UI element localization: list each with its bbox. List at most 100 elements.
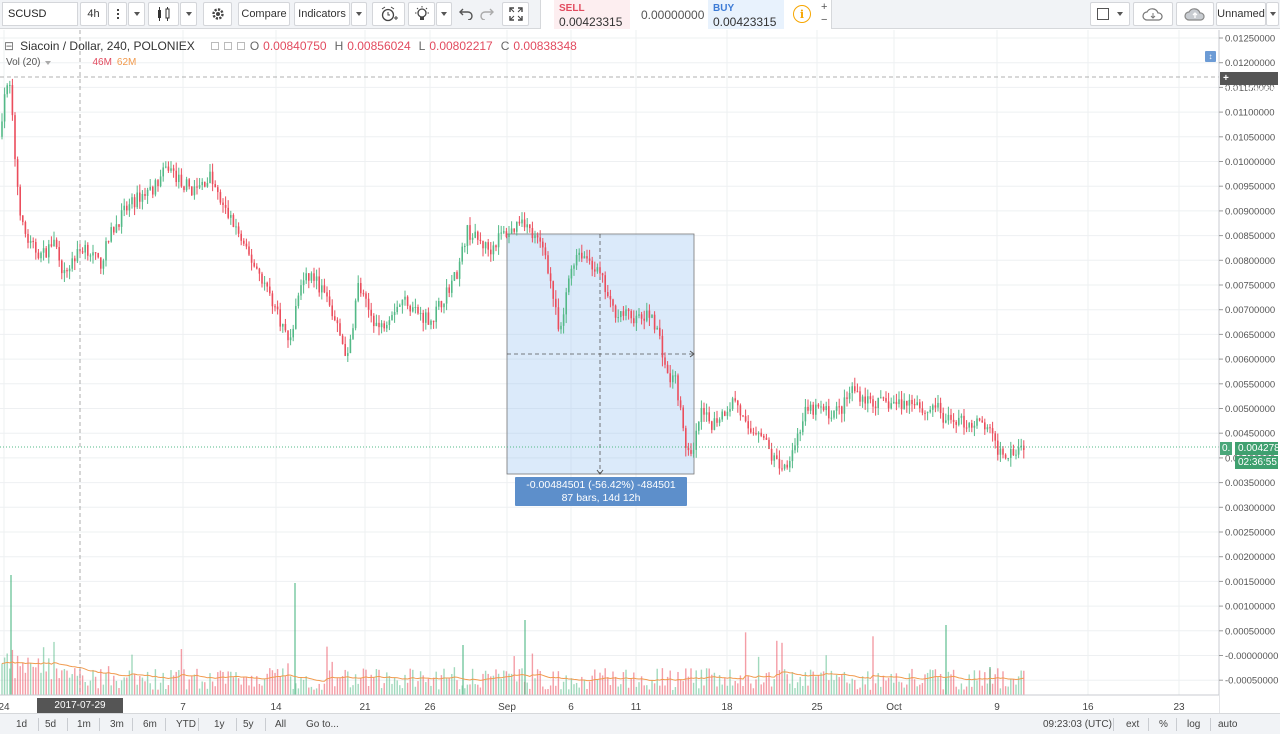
chevron-down-icon[interactable]	[45, 60, 52, 65]
volume-bar	[84, 682, 86, 695]
range-button-5d[interactable]: 5d	[45, 719, 57, 730]
replay-dropdown[interactable]	[436, 2, 452, 26]
volume-bar	[1012, 679, 1015, 695]
volume-bar	[794, 688, 796, 695]
interval-dropdown-button[interactable]	[128, 2, 145, 26]
range-button-all[interactable]: All	[275, 719, 287, 730]
alert-button[interactable]	[372, 2, 405, 26]
layout-name-button[interactable]: Unnamed	[1216, 2, 1266, 26]
plus-icon[interactable]: +	[1223, 73, 1229, 84]
goto-date-button[interactable]: Go to...	[306, 719, 339, 730]
square-icon	[1097, 8, 1109, 20]
candle-body	[542, 241, 544, 248]
indicators-button[interactable]: Indicators	[294, 2, 350, 26]
volume-bar	[349, 687, 352, 695]
candles-icon	[157, 7, 169, 21]
log-scale-toggle[interactable]: log	[1187, 719, 1201, 730]
candle-body	[934, 405, 937, 408]
candle-body	[994, 433, 996, 441]
candle-body	[591, 260, 593, 270]
interval-button[interactable]: 4h	[80, 2, 107, 26]
candle-body	[607, 292, 609, 296]
candle-body	[659, 327, 661, 336]
volume-bar	[516, 681, 518, 695]
candle-body	[9, 85, 11, 87]
volume-bar	[92, 669, 94, 695]
volume-bar	[1, 663, 3, 695]
candle-body	[349, 338, 352, 354]
candle-body	[115, 224, 118, 233]
fullscreen-button[interactable]	[502, 2, 529, 26]
volume-settings-icon[interactable]	[68, 59, 75, 66]
volume-bar	[609, 685, 612, 695]
candle-body	[302, 280, 305, 286]
symbol-search-input[interactable]	[2, 2, 78, 26]
drawing-template-button[interactable]	[1090, 2, 1130, 26]
candle-body	[97, 253, 99, 258]
candle-body	[812, 404, 814, 415]
candle-body	[612, 299, 614, 306]
volume-bar	[144, 681, 146, 695]
range-button-1y[interactable]: 1y	[214, 719, 225, 730]
volume-bar	[708, 668, 710, 695]
candle-body	[614, 305, 617, 318]
candle-body	[170, 168, 172, 171]
layout-dropdown[interactable]	[1266, 2, 1279, 26]
undo-button[interactable]	[456, 2, 476, 26]
percent-scale-toggle[interactable]: %	[1159, 719, 1168, 730]
candle-body	[1007, 458, 1009, 460]
legend-close-icon[interactable]	[236, 42, 245, 50]
candle-body	[646, 310, 648, 321]
candle-body	[789, 461, 791, 468]
indicators-dropdown[interactable]	[351, 2, 367, 26]
sell-button[interactable]: SELL 0.00423315	[554, 0, 630, 29]
range-button-6m[interactable]: 6m	[143, 719, 157, 730]
volume-bar	[240, 684, 242, 695]
scale-toggle-icon[interactable]: ↕	[1205, 51, 1216, 62]
compare-button[interactable]: Compare	[238, 2, 290, 26]
collapse-legend-icon[interactable]: ⊟	[4, 39, 15, 53]
redo-button[interactable]	[477, 2, 497, 26]
price-tick-label: 0.01000000	[1225, 157, 1275, 168]
price-chart[interactable]: 0.01250000 0.01200000 0.01150000 0.01100000…	[0, 30, 1280, 713]
cloud-save-button[interactable]	[1176, 2, 1214, 26]
volume-bar	[97, 688, 99, 695]
auto-scale-toggle[interactable]: auto	[1218, 719, 1238, 730]
volume-bar	[549, 685, 552, 695]
info-icon[interactable]: i	[793, 5, 811, 23]
volume-bar	[451, 674, 453, 695]
buy-button[interactable]: BUY 0.00423315	[708, 0, 784, 29]
range-button-ytd[interactable]: YTD	[176, 719, 196, 730]
replay-button[interactable]	[408, 2, 435, 26]
candle-body	[973, 425, 976, 428]
legend-settings-icon[interactable]	[223, 42, 232, 50]
range-button-5y[interactable]: 5y	[243, 719, 254, 730]
volume-bar	[804, 672, 807, 695]
top-toolbar: 4h Compare Indicators SELL 0.00423315 0.…	[0, 0, 1280, 29]
volume-bar	[81, 675, 84, 695]
volume-bar	[664, 685, 666, 695]
range-button-1d[interactable]: 1d	[16, 719, 28, 730]
volume-bar	[802, 685, 804, 695]
chart-area[interactable]: 0.01250000 0.01200000 0.01150000 0.01100000…	[0, 30, 1280, 726]
chart-style-button[interactable]	[148, 2, 179, 26]
legend-eye-icon[interactable]	[210, 42, 219, 50]
settings-button[interactable]	[203, 2, 232, 26]
volume-bar	[165, 689, 167, 695]
range-button-3m[interactable]: 3m	[110, 719, 124, 730]
zoom-in-button[interactable]: +	[821, 1, 828, 13]
interval-menu-button[interactable]	[108, 2, 127, 26]
volume-title: Vol (20)	[6, 57, 41, 68]
zoom-out-button[interactable]: −	[821, 14, 828, 26]
chart-style-dropdown[interactable]	[180, 2, 197, 26]
utc-clock[interactable]: 09:23:03 (UTC)	[1043, 719, 1112, 730]
extended-hours-toggle[interactable]: ext	[1126, 719, 1140, 730]
cloud-load-button[interactable]	[1133, 2, 1173, 26]
volume-eye-icon[interactable]	[56, 59, 63, 66]
candle-body	[354, 300, 357, 329]
volume-close-icon[interactable]	[80, 59, 87, 66]
candle-body	[396, 306, 398, 313]
range-button-1m[interactable]: 1m	[77, 719, 91, 730]
volume-bar	[55, 668, 58, 695]
volume-bar	[282, 668, 284, 695]
